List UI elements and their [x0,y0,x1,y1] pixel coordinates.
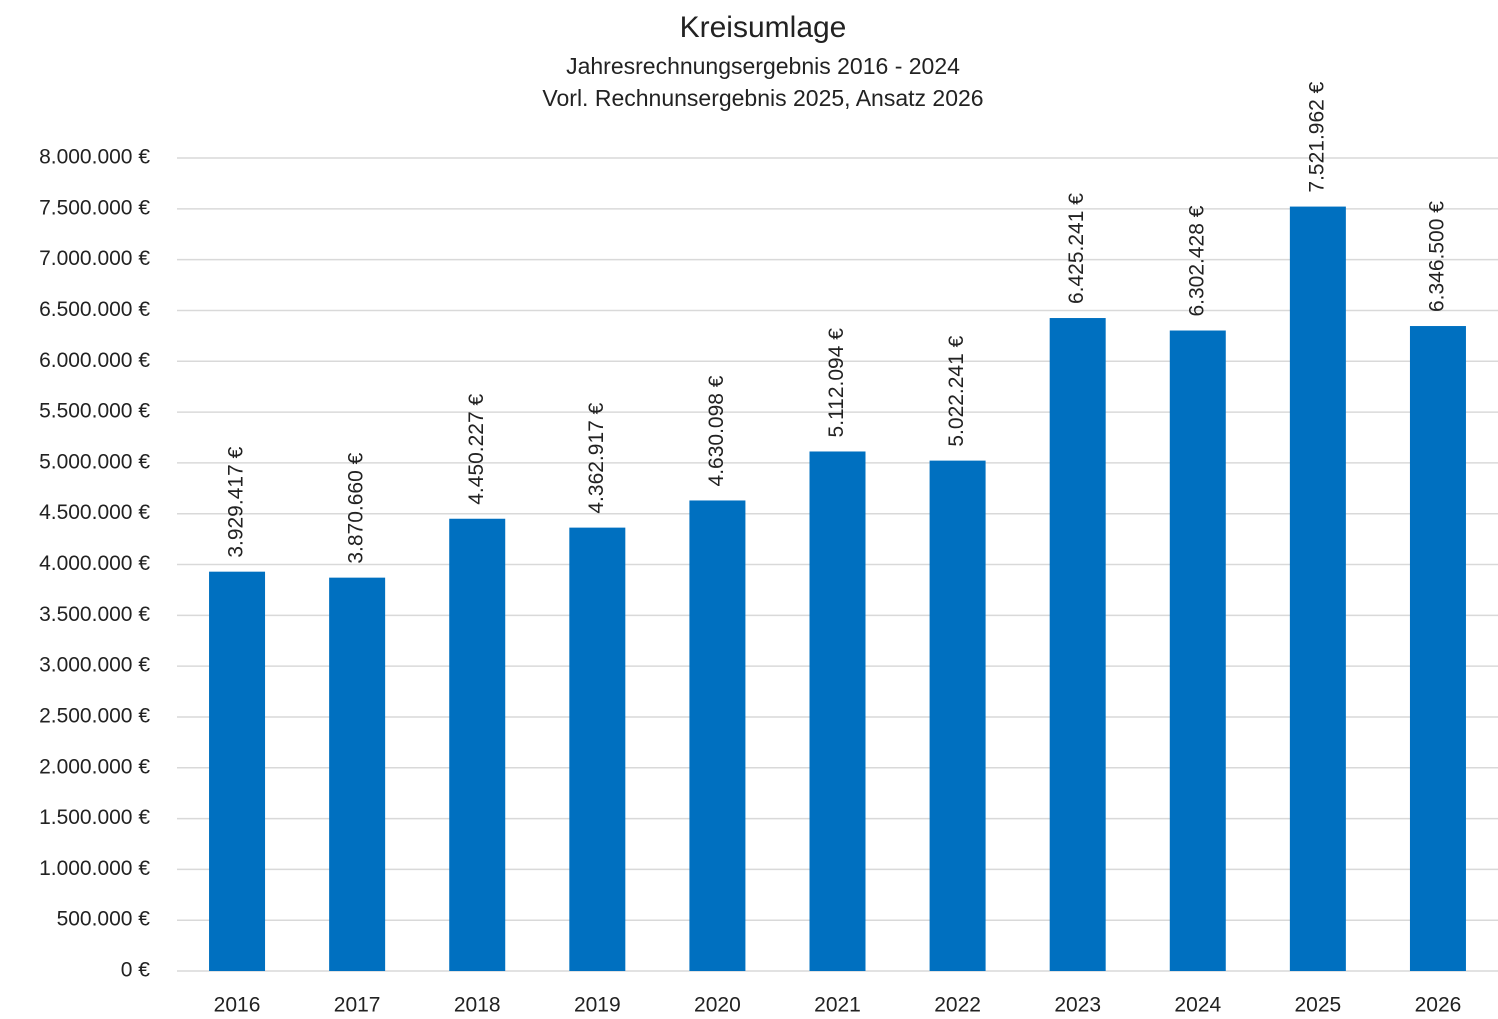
data-label: 6.425.241 € [1065,193,1088,304]
data-label: 6.346.500 € [1426,201,1449,312]
y-tick-label: 0 € [121,959,151,982]
y-tick-label: 4.000.000 € [39,552,150,575]
y-tick-label: 4.500.000 € [39,501,150,524]
data-label: 6.302.428 € [1185,205,1208,316]
chart-title: Kreisumlage [680,11,847,44]
data-label: 3.929.417 € [225,446,248,557]
x-tick-label: 2021 [814,994,861,1017]
y-tick-label: 1.000.000 € [39,857,150,880]
x-tick-label: 2020 [694,994,741,1017]
chart-subtitle: Vorl. Rechnunsergebnis 2025, Ansatz 2026 [542,85,983,111]
y-tick-label: 7.500.000 € [39,196,150,219]
y-tick-label: 8.000.000 € [39,146,150,169]
bar [1409,326,1466,971]
y-tick-label: 6.500.000 € [39,298,150,321]
data-label: 4.362.917 € [585,402,608,513]
x-tick-label: 2018 [454,994,501,1017]
chart-subtitle: Jahresrechnungsergebnis 2016 - 2024 [566,53,960,79]
y-tick-label: 500.000 € [57,908,151,931]
bar [329,577,386,971]
x-tick-label: 2016 [214,994,261,1017]
y-tick-label: 5.000.000 € [39,450,150,473]
bar [449,518,506,971]
y-tick-label: 2.000.000 € [39,755,150,778]
x-tick-label: 2022 [934,994,981,1017]
data-label: 5.112.094 € [825,328,848,438]
bar [809,451,866,971]
bar [929,460,986,971]
data-label: 5.022.241 € [945,335,968,446]
bar [209,571,266,971]
y-tick-label: 1.500.000 € [39,806,150,829]
y-tick-label: 3.500.000 € [39,603,150,626]
y-tick-label: 7.000.000 € [39,247,150,270]
bar [689,500,746,971]
x-tick-label: 2023 [1054,994,1101,1017]
bar [1169,330,1226,971]
y-tick-label: 3.000.000 € [39,654,150,677]
y-tick-label: 6.000.000 € [39,349,150,372]
y-tick-label: 2.500.000 € [39,704,150,727]
x-tick-label: 2017 [334,994,381,1017]
data-label: 7.521.962 € [1305,81,1328,192]
x-tick-label: 2025 [1295,994,1342,1017]
x-tick-label: 2019 [574,994,621,1017]
x-tick-label: 2026 [1415,994,1462,1017]
data-label: 3.870.660 € [345,452,368,563]
bar [1049,318,1106,971]
x-tick-label: 2024 [1174,994,1221,1017]
data-label: 4.450.227 € [465,393,488,504]
bar [569,527,626,971]
bar [1289,206,1346,971]
y-tick-label: 5.500.000 € [39,400,150,423]
data-label: 4.630.098 € [705,375,728,486]
